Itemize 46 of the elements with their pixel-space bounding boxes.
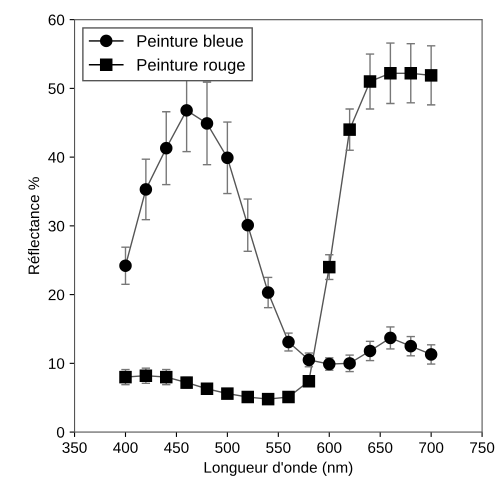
- point: [302, 374, 316, 388]
- point: [200, 382, 214, 396]
- point: [424, 348, 438, 361]
- point: [262, 392, 274, 406]
- point: [221, 387, 234, 400]
- point: [343, 357, 356, 370]
- point: [282, 390, 295, 404]
- x-axis-title: Longueur d'onde (nm): [204, 462, 352, 476]
- point: [343, 123, 356, 136]
- y-tick-label: 50: [48, 83, 64, 94]
- x-tick-label: 450: [164, 442, 189, 454]
- legend-label: Peinture rouge: [138, 58, 245, 74]
- y-tick-label: 10: [49, 358, 64, 370]
- y-tick-label: 0: [56, 426, 64, 438]
- point: [200, 117, 214, 130]
- point: [242, 390, 254, 404]
- x-tick-label: 400: [113, 442, 138, 454]
- point: [180, 104, 193, 117]
- point: [404, 340, 418, 352]
- x-tick-label: 600: [317, 442, 342, 454]
- x-tick-label: 550: [266, 442, 290, 454]
- point: [140, 183, 152, 196]
- point: [364, 75, 376, 88]
- y-tick-label: 20: [48, 289, 64, 300]
- point: [221, 152, 234, 164]
- y-tick-label: 30: [48, 220, 64, 232]
- x-tick-label: 500: [215, 442, 240, 454]
- point: [384, 332, 397, 344]
- point: [384, 67, 397, 80]
- x-tick-label: 350: [62, 442, 87, 454]
- point: [404, 67, 418, 80]
- y-axis-title: Réflectance %: [28, 177, 40, 274]
- point: [242, 218, 254, 232]
- x-tick-label: 750: [470, 442, 494, 454]
- point: [262, 286, 274, 299]
- point: [160, 142, 172, 154]
- point: [323, 260, 336, 274]
- legend-label: Peinture bleue: [138, 34, 243, 47]
- x-tick-label: 650: [368, 442, 392, 454]
- point: [424, 69, 438, 82]
- y-tick-label: 40: [48, 152, 64, 163]
- x-tick-label: 700: [419, 442, 444, 454]
- point: [364, 344, 376, 358]
- point: [282, 336, 295, 348]
- point: [119, 259, 132, 272]
- y-tick-label: 60: [48, 14, 64, 26]
